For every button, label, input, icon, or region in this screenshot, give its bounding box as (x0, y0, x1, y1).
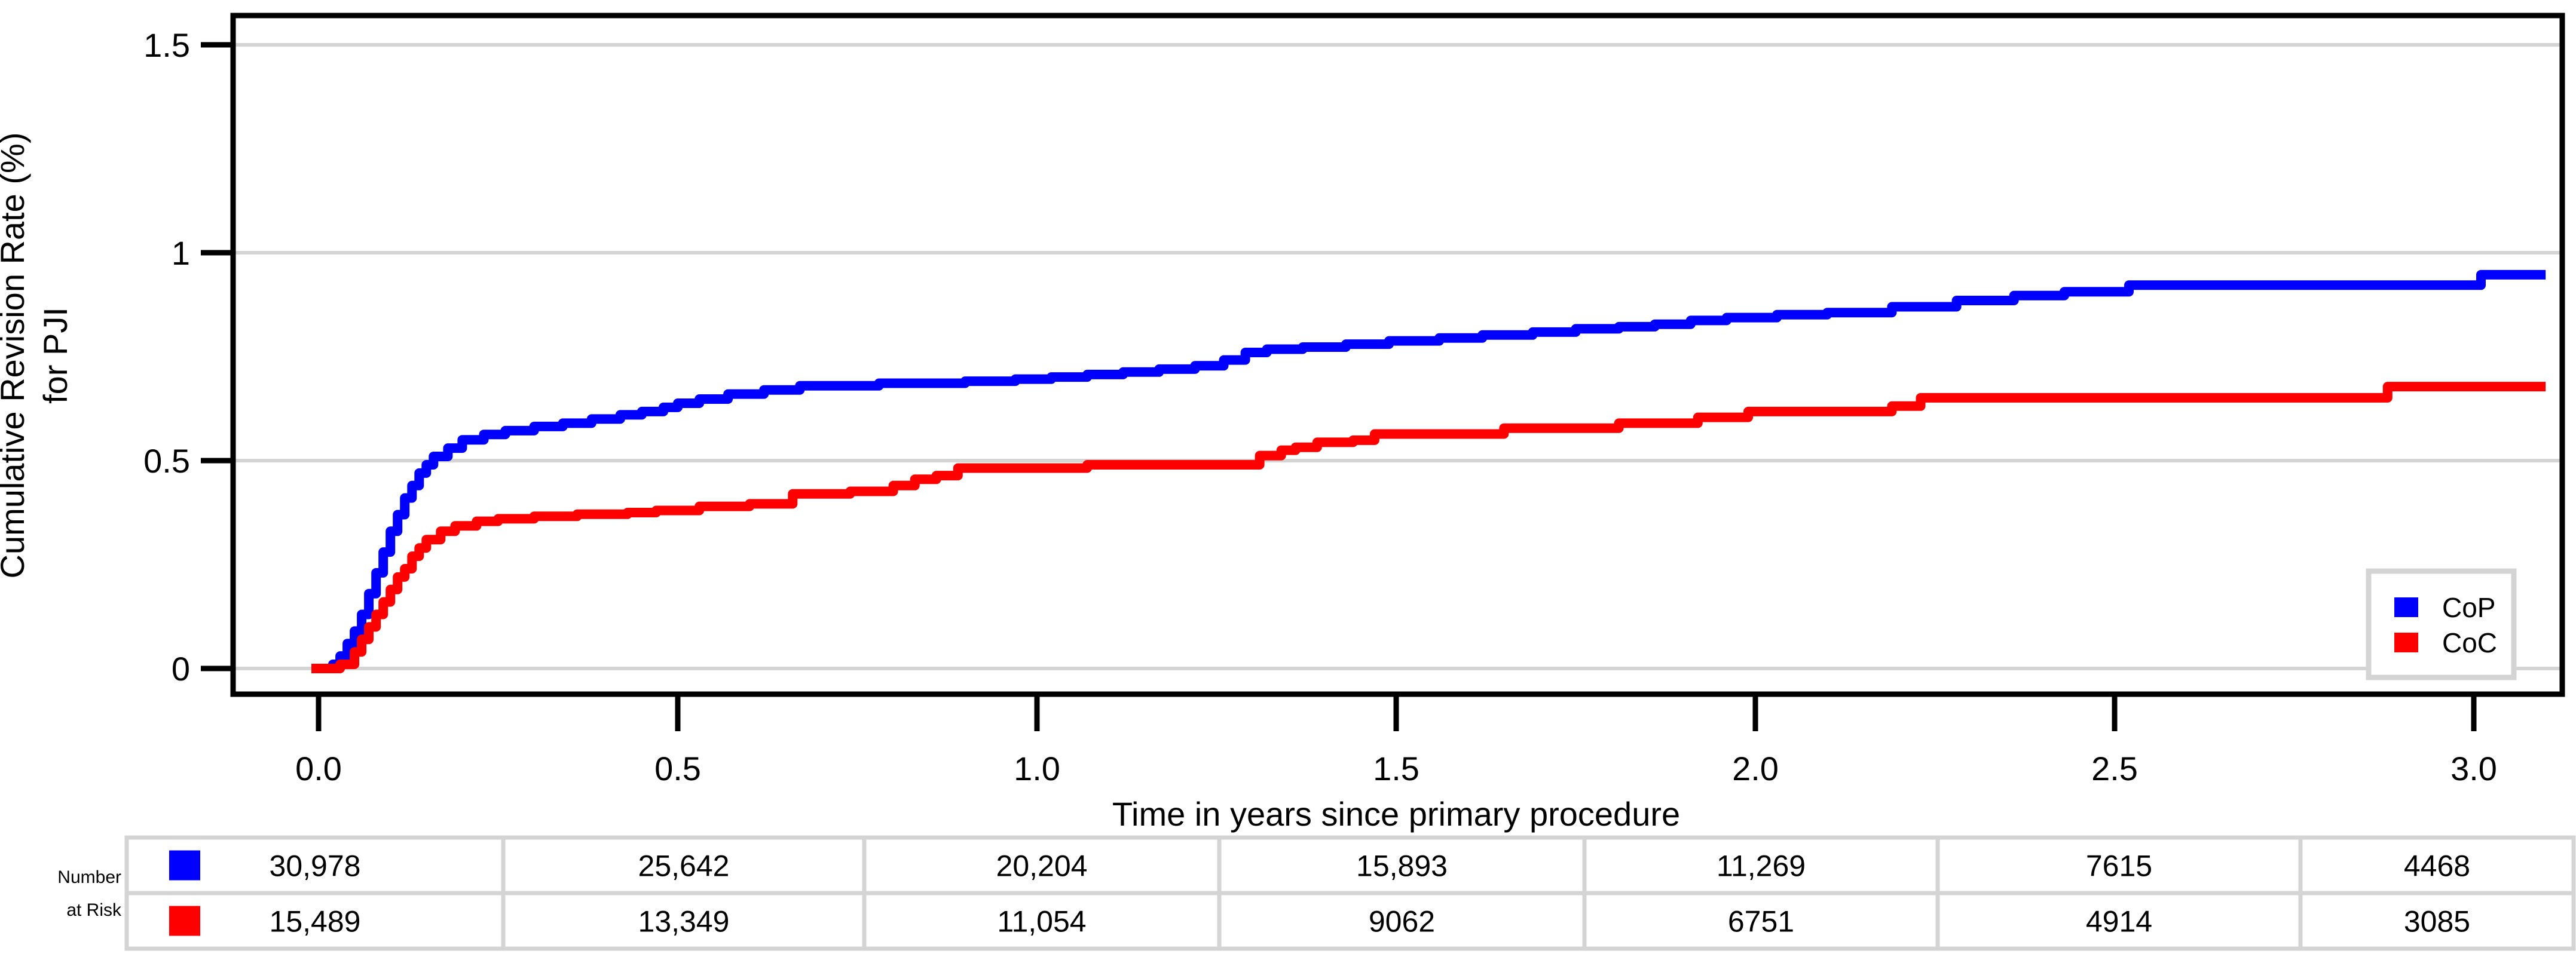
risk-value: 4914 (2086, 905, 2152, 939)
risk-value: 15,893 (1356, 850, 1448, 883)
legend-swatch-cop (2394, 597, 2418, 617)
number-at-risk-table: 30,978 25,642 20,204 15,893 11,269 7615 4468 15… (124, 835, 2576, 951)
x-tick-label: 2.5 (2091, 750, 2138, 787)
x-tick-label: 2.0 (1732, 750, 1779, 787)
risk-value: 7615 (2086, 850, 2152, 883)
risk-value: 15,489 (270, 905, 361, 939)
risk-marker-cop (169, 850, 200, 881)
y-tick-label: 1 (172, 234, 190, 272)
curve-coc (311, 382, 2546, 673)
x-tick-label: 3.0 (2450, 750, 2497, 787)
risk-value: 30,978 (270, 850, 361, 883)
y-axis-title-line2: for PJI (36, 307, 74, 404)
x-axis: 0.0 0.5 1.0 1.5 2.0 2.5 3.0 (295, 694, 2497, 787)
curve-cop (311, 269, 2546, 673)
legend-swatch-coc (2394, 633, 2418, 652)
y-axis-title-line1: Cumulative Revision Rate (%) (0, 133, 31, 579)
risk-value: 13,349 (638, 905, 730, 939)
risk-value: 6751 (1728, 905, 1794, 939)
legend-box (2366, 568, 2517, 680)
legend: CoP CoC (2366, 568, 2517, 680)
survival-curves (311, 269, 2546, 673)
gridlines (235, 43, 2562, 670)
x-tick-label: 1.0 (1014, 750, 1060, 787)
x-tick-label: 0.0 (295, 750, 342, 787)
risk-value: 3085 (2404, 905, 2470, 939)
risk-marker-coc (169, 906, 200, 936)
x-axis-title: Time in years since primary procedure (1112, 795, 1680, 833)
risk-value: 11,054 (997, 905, 1086, 939)
y-tick-label: 0 (172, 650, 190, 688)
legend-label-cop: CoP (2442, 592, 2495, 623)
risk-value: 25,642 (638, 850, 730, 883)
risk-value: 4468 (2404, 850, 2470, 883)
legend-label-coc: CoC (2442, 627, 2497, 658)
plot-border (230, 13, 2565, 697)
risk-table-label-line1: Number (57, 867, 121, 887)
y-tick-label: 1.5 (143, 26, 190, 64)
x-tick-label: 1.5 (1373, 750, 1419, 787)
y-axis: 0 0.5 1 1.5 (143, 26, 233, 688)
x-tick-label: 0.5 (654, 750, 701, 787)
risk-value: 9062 (1369, 905, 1435, 939)
y-tick-label: 0.5 (143, 442, 190, 480)
risk-table-label-line2: at Risk (66, 900, 122, 920)
risk-value: 11,269 (1717, 850, 1806, 883)
risk-value: 20,204 (996, 850, 1088, 883)
